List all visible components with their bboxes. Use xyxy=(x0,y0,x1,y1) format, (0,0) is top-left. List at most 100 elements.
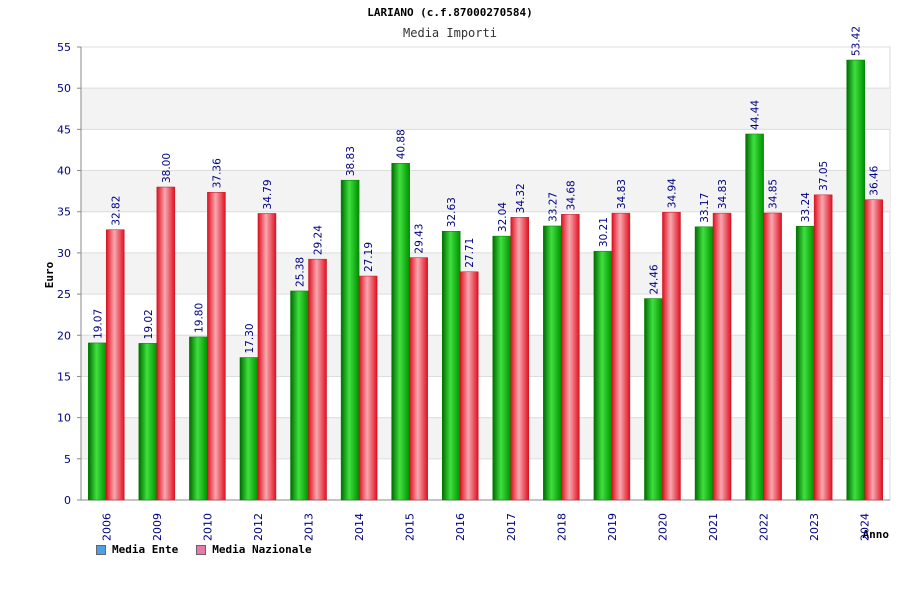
data-label: 29.24 xyxy=(313,225,325,255)
data-label: 32.82 xyxy=(110,196,122,226)
bar-media-ente xyxy=(290,290,309,501)
y-tick-label: 45 xyxy=(57,123,71,136)
data-label: 37.05 xyxy=(818,161,830,191)
bar-media-nazionale xyxy=(459,271,479,501)
bar-media-nazionale xyxy=(864,199,883,501)
x-tick-label: 2017 xyxy=(505,513,518,541)
data-label: 36.46 xyxy=(869,165,881,195)
data-label: 27.71 xyxy=(464,238,476,268)
data-label: 25.38 xyxy=(295,257,307,287)
legend-label: Media Nazionale xyxy=(212,543,312,556)
data-label: 19.07 xyxy=(92,309,104,339)
x-tick-label: 2013 xyxy=(303,513,316,541)
data-label: 33.17 xyxy=(699,193,711,223)
data-label: 19.80 xyxy=(193,303,205,333)
y-tick-label: 40 xyxy=(57,165,71,178)
bar-media-ente xyxy=(694,226,714,501)
bar-media-nazionale xyxy=(257,213,277,501)
bar-media-ente xyxy=(189,336,208,501)
y-axis-label: Euro xyxy=(43,261,56,288)
x-tick-label: 2012 xyxy=(252,513,265,541)
bar-media-ente xyxy=(492,235,512,501)
data-label: 19.02 xyxy=(143,309,155,339)
y-tick-label: 5 xyxy=(64,453,71,466)
data-label: 34.79 xyxy=(262,179,274,209)
x-tick-label: 2009 xyxy=(151,513,164,541)
x-tick-label: 2024 xyxy=(859,513,872,541)
bar-media-nazionale xyxy=(409,257,428,501)
x-tick-label: 2021 xyxy=(707,513,720,541)
legend-item-ente: Media Ente xyxy=(96,543,178,556)
chart-subtitle: Media Importi xyxy=(403,26,497,40)
data-label: 40.88 xyxy=(396,129,408,159)
y-tick-label: 15 xyxy=(57,370,71,383)
x-tick-label: 2019 xyxy=(606,513,619,541)
bar-media-ente xyxy=(795,225,815,501)
legend: Media Ente Media Nazionale xyxy=(96,543,312,556)
x-tick-label: 2023 xyxy=(808,513,821,541)
bar-media-nazionale xyxy=(611,212,631,501)
bar-media-ente xyxy=(846,59,865,501)
data-label: 24.46 xyxy=(648,264,660,294)
bar-media-nazionale xyxy=(813,194,833,501)
bar-media-ente xyxy=(441,230,461,501)
data-label: 29.43 xyxy=(414,224,426,254)
x-axis-label: Anno xyxy=(863,528,890,541)
data-label: 34.85 xyxy=(768,179,780,209)
bar-media-nazionale xyxy=(662,211,681,501)
bar-media-nazionale xyxy=(561,214,580,501)
x-tick-label: 2022 xyxy=(758,513,771,541)
y-tick-label: 10 xyxy=(57,412,71,425)
bar-media-nazionale xyxy=(763,212,782,501)
legend-swatch xyxy=(196,544,207,555)
chart-title: LARIANO (c.f.87000270584) xyxy=(367,6,533,19)
y-tick-label: 0 xyxy=(64,494,71,507)
data-label: 53.42 xyxy=(851,26,863,56)
bar-media-nazionale xyxy=(207,192,226,501)
bar-media-ente xyxy=(88,342,107,501)
data-label: 30.21 xyxy=(598,217,610,247)
y-tick-label: 35 xyxy=(57,206,71,219)
y-tick-label: 30 xyxy=(57,247,71,260)
y-tick-label: 50 xyxy=(57,82,71,95)
y-tick-label: 20 xyxy=(57,329,71,342)
x-tick-label: 2016 xyxy=(454,513,467,541)
x-tick-label: 2010 xyxy=(201,513,214,541)
data-label: 33.24 xyxy=(800,192,812,222)
y-tick-label: 25 xyxy=(57,288,71,301)
bar-media-nazionale xyxy=(156,186,176,501)
bar-media-nazionale xyxy=(712,212,732,501)
data-label: 38.83 xyxy=(345,146,357,176)
data-label: 44.44 xyxy=(750,100,762,130)
x-tick-label: 2020 xyxy=(656,513,669,541)
data-label: 34.83 xyxy=(616,179,628,209)
x-tick-label: 2018 xyxy=(555,513,568,541)
data-label: 37.36 xyxy=(211,158,223,188)
x-tick-label: 2014 xyxy=(353,513,366,541)
x-tick-label: 2006 xyxy=(100,513,113,541)
legend-label: Media Ente xyxy=(112,543,179,556)
bar-media-ente xyxy=(138,343,158,501)
bar-media-ente xyxy=(593,250,613,501)
bar-media-ente xyxy=(745,133,764,501)
bar-media-ente xyxy=(543,225,562,501)
data-label: 33.27 xyxy=(547,192,559,222)
bar-media-nazionale xyxy=(358,275,378,501)
data-label: 17.30 xyxy=(244,323,256,353)
y-tick-label: 55 xyxy=(57,41,71,54)
data-label: 34.94 xyxy=(666,178,678,208)
data-label: 32.04 xyxy=(497,202,509,232)
data-label: 34.83 xyxy=(717,179,729,209)
data-label: 38.00 xyxy=(161,153,173,183)
data-label: 34.68 xyxy=(565,180,577,210)
data-label: 32.63 xyxy=(446,197,458,227)
bar-media-ente xyxy=(391,163,410,501)
bar-media-nazionale xyxy=(106,229,125,501)
data-label: 27.19 xyxy=(363,242,375,272)
legend-item-nazionale: Media Nazionale xyxy=(196,543,312,556)
bar-media-ente xyxy=(239,357,259,501)
bar-media-ente xyxy=(340,179,360,501)
grid-band xyxy=(81,88,890,130)
x-tick-label: 2015 xyxy=(404,513,417,541)
